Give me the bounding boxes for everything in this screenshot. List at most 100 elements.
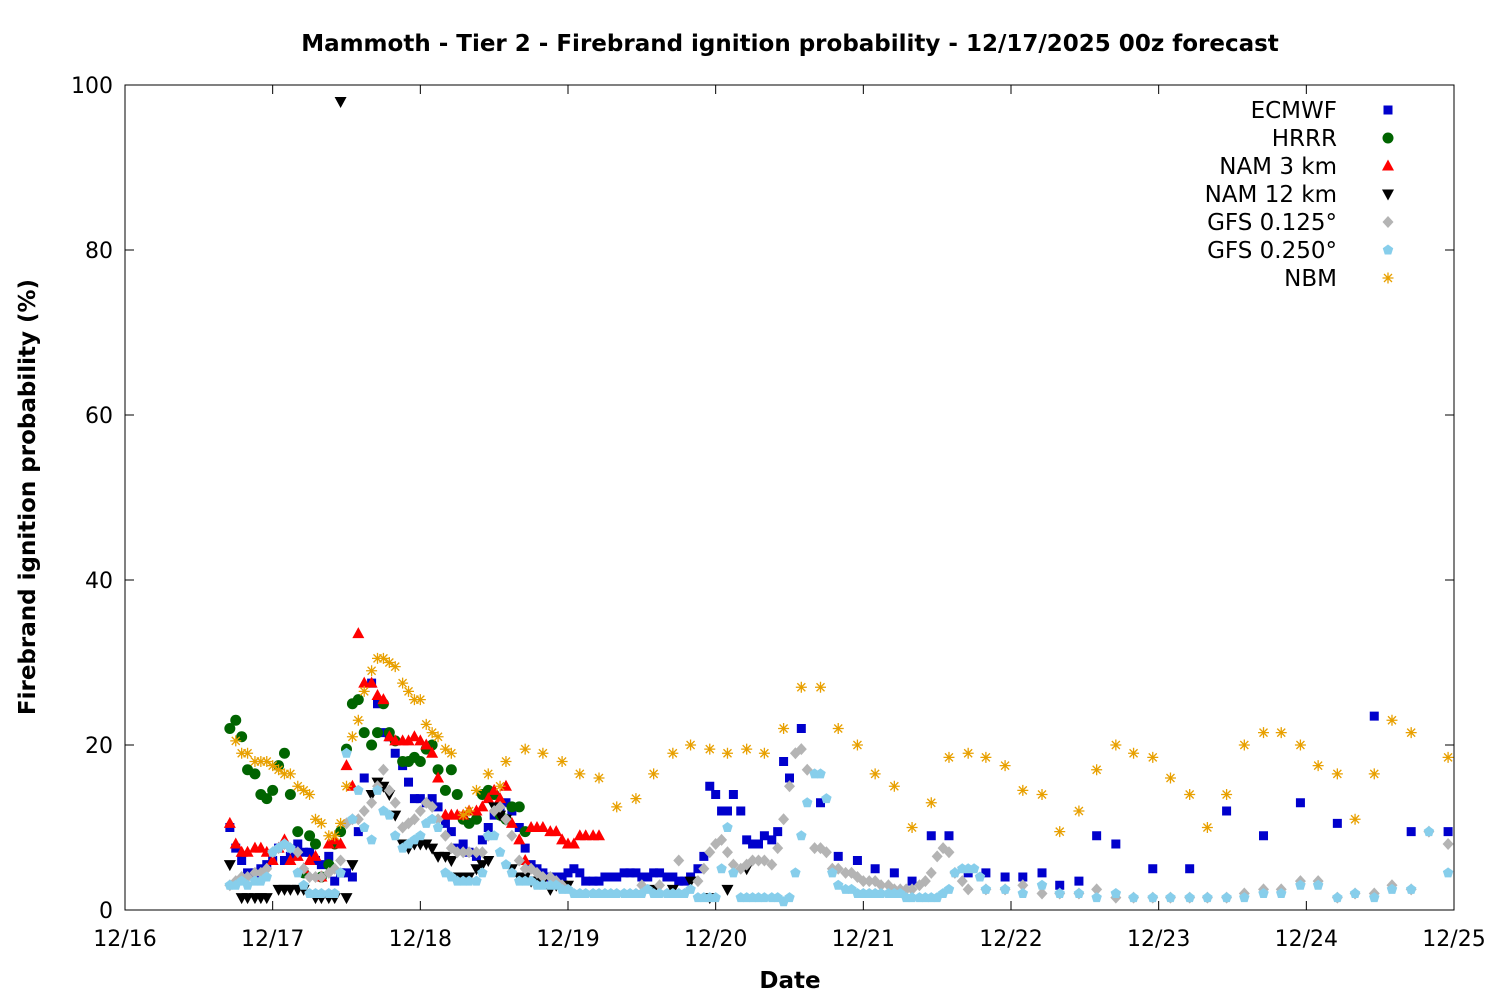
- data-point: [415, 794, 425, 804]
- data-point: [716, 863, 727, 874]
- legend-marker: [1383, 105, 1393, 115]
- data-point: [513, 854, 525, 867]
- data-point: [358, 727, 370, 739]
- legend-label: NAM 12 km: [1205, 182, 1337, 208]
- data-point: [249, 756, 261, 767]
- data-point: [377, 763, 389, 776]
- data-point: [680, 876, 690, 886]
- data-point: [340, 759, 353, 771]
- data-point: [625, 868, 635, 878]
- data-point: [292, 826, 304, 838]
- data-point: [420, 738, 433, 750]
- data-point: [612, 872, 622, 882]
- data-point: [1349, 813, 1361, 825]
- x-tick-label: 12/25: [1422, 927, 1485, 952]
- legend-marker: [1382, 272, 1394, 284]
- legend-label: NBM: [1284, 266, 1337, 292]
- data-point: [432, 764, 444, 776]
- chart-title: Mammoth - Tier 2 - Firebrand ignition pr…: [301, 31, 1279, 57]
- data-point: [906, 883, 918, 896]
- data-point: [999, 883, 1011, 894]
- data-point: [667, 747, 679, 759]
- data-point: [721, 846, 733, 859]
- data-point: [420, 839, 433, 851]
- data-point: [722, 822, 733, 832]
- data-point: [968, 863, 980, 874]
- data-point: [785, 773, 794, 783]
- data-point: [426, 843, 439, 855]
- data-point: [815, 768, 826, 779]
- plot-frame: [124, 84, 1455, 911]
- data-point: [852, 856, 862, 865]
- data-point: [267, 760, 279, 772]
- y-tick-label: 20: [85, 734, 113, 759]
- data-point: [255, 756, 267, 767]
- legend-label: HRRR: [1272, 126, 1337, 152]
- data-point: [261, 871, 272, 882]
- data-point: [722, 806, 732, 816]
- data-point: [292, 780, 304, 792]
- data-point: [999, 760, 1011, 772]
- data-point: [1238, 739, 1250, 751]
- data-point: [758, 854, 770, 867]
- data-point: [704, 743, 716, 755]
- data-point: [237, 856, 247, 865]
- data-point: [857, 875, 869, 888]
- data-point: [1148, 864, 1158, 874]
- data-point: [347, 813, 358, 824]
- data-point: [758, 747, 770, 759]
- data-point: [1091, 883, 1103, 896]
- data-point: [519, 862, 531, 875]
- data-point: [711, 790, 721, 799]
- data-point: [229, 837, 242, 849]
- series-ecmwf: [225, 678, 1453, 890]
- data-point: [397, 677, 409, 689]
- data-point: [790, 867, 801, 878]
- x-tick-label: 12/22: [979, 927, 1042, 952]
- data-point: [767, 835, 777, 845]
- data-point: [383, 784, 395, 797]
- data-point: [748, 839, 758, 849]
- data-point: [1165, 892, 1176, 903]
- data-point: [668, 872, 678, 882]
- data-point: [1368, 768, 1380, 780]
- data-point: [778, 813, 790, 826]
- data-point: [439, 743, 451, 755]
- data-point: [390, 830, 401, 841]
- data-point: [279, 856, 289, 865]
- data-point: [470, 846, 482, 859]
- data-point: [463, 875, 475, 886]
- x-tick-label: 12/16: [93, 927, 156, 952]
- data-point: [261, 793, 273, 805]
- data-point: [580, 888, 591, 898]
- data-point: [426, 727, 438, 739]
- x-axis-label: Date: [759, 968, 820, 994]
- data-point: [353, 784, 364, 795]
- data-point: [1017, 879, 1029, 892]
- data-point: [334, 837, 347, 849]
- data-point: [1128, 892, 1139, 903]
- data-point: [926, 831, 936, 841]
- data-point: [373, 699, 383, 709]
- data-point: [704, 846, 716, 859]
- data-point: [1092, 831, 1102, 841]
- data-point: [470, 813, 482, 825]
- data-point: [309, 871, 321, 883]
- legend-label: NAM 3 km: [1219, 154, 1337, 180]
- data-point: [943, 751, 955, 763]
- data-point: [537, 747, 549, 759]
- data-point: [1073, 805, 1085, 817]
- data-point: [795, 681, 807, 693]
- x-tick-label: 12/19: [536, 927, 599, 952]
- data-point: [383, 657, 395, 668]
- data-point: [304, 789, 316, 800]
- data-point: [390, 748, 400, 758]
- data-point: [359, 773, 369, 783]
- data-point: [470, 804, 483, 816]
- data-point: [323, 830, 335, 842]
- data-point: [494, 800, 506, 813]
- data-point: [224, 723, 236, 734]
- data-point: [1295, 798, 1305, 808]
- data-point: [980, 751, 992, 763]
- data-point: [809, 842, 821, 855]
